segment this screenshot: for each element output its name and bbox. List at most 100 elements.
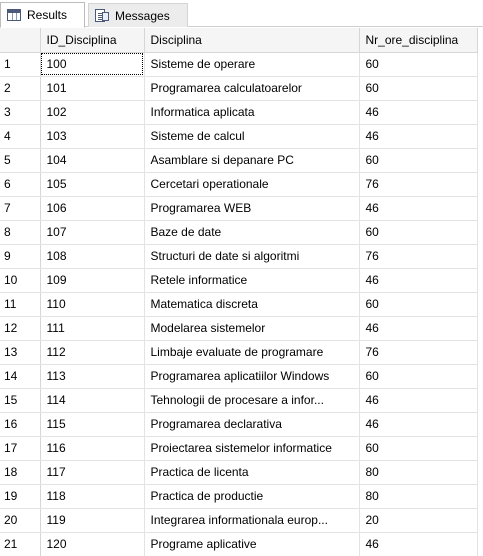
table-row[interactable]: 13 112 Limbaje evaluate de programare 76 [0,340,478,365]
table-row[interactable]: 2 101 Programarea calculatoarelor 60 [0,76,478,101]
tab-results[interactable]: Results [0,2,85,28]
table-row[interactable]: 12 111 Modelarea sistemelor 46 [0,316,478,341]
table-row[interactable]: 18 117 Practica de licenta 80 [0,460,478,485]
disciplina-cell[interactable]: Programarea aplicatiilor Windows [144,364,360,389]
id-disciplina-cell[interactable]: 120 [40,532,145,556]
disciplina-cell[interactable]: Proiectarea sistemelor informatice [144,436,360,461]
column-header-nr-ore-disciplina[interactable]: Nr_ore_disciplina [359,28,478,53]
table-row[interactable]: 16 115 Programarea declarativa 46 [0,412,478,437]
table-row[interactable]: 7 106 Programarea WEB 46 [0,196,478,221]
nr-ore-disciplina-cell[interactable]: 76 [359,172,478,197]
row-number-cell[interactable]: 2 [0,76,41,101]
id-disciplina-cell[interactable]: 103 [40,124,145,149]
table-row[interactable]: 14 113 Programarea aplicatiilor Windows 60 [0,364,478,389]
table-row[interactable]: 4 103 Sisteme de calcul 46 [0,124,478,149]
disciplina-cell[interactable]: Programe aplicative [144,532,360,556]
row-number-cell[interactable]: 14 [0,364,41,389]
nr-ore-disciplina-cell[interactable]: 76 [359,244,478,269]
table-row[interactable]: 15 114 Tehnologii de procesare a infor... 4… [0,388,478,413]
table-row[interactable]: 11 110 Matematica discreta 60 [0,292,478,317]
id-disciplina-cell[interactable]: 107 [40,220,145,245]
nr-ore-disciplina-cell[interactable]: 60 [359,76,478,101]
row-number-cell[interactable]: 18 [0,460,41,485]
nr-ore-disciplina-cell[interactable]: 76 [359,340,478,365]
disciplina-cell[interactable]: Programarea declarativa [144,412,360,437]
nr-ore-disciplina-cell[interactable]: 46 [359,196,478,221]
nr-ore-disciplina-cell[interactable]: 60 [359,52,478,77]
disciplina-cell[interactable]: Matematica discreta [144,292,360,317]
table-row[interactable]: 3 102 Informatica aplicata 46 [0,100,478,125]
corner-header-cell[interactable] [0,28,41,53]
disciplina-cell[interactable]: Integrarea informationala europ... [144,508,360,533]
row-number-cell[interactable]: 6 [0,172,41,197]
table-row[interactable]: 9 108 Structuri de date si algoritmi 76 [0,244,478,269]
nr-ore-disciplina-cell[interactable]: 60 [359,148,478,173]
disciplina-cell[interactable]: Cercetari operationale [144,172,360,197]
id-disciplina-cell[interactable]: 105 [40,172,145,197]
nr-ore-disciplina-cell[interactable]: 60 [359,220,478,245]
row-number-cell[interactable]: 5 [0,148,41,173]
nr-ore-disciplina-cell[interactable]: 80 [359,460,478,485]
results-grid[interactable]: ID_Disciplina Disciplina Nr_ore_discipli… [0,28,483,556]
disciplina-cell[interactable]: Baze de date [144,220,360,245]
id-disciplina-cell[interactable]: 102 [40,100,145,125]
id-disciplina-cell[interactable]: 110 [40,292,145,317]
table-row[interactable]: 1 100 Sisteme de operare 60 [0,52,478,77]
nr-ore-disciplina-cell[interactable]: 46 [359,532,478,556]
table-row[interactable]: 8 107 Baze de date 60 [0,220,478,245]
nr-ore-disciplina-cell[interactable]: 60 [359,436,478,461]
table-row[interactable]: 19 118 Practica de productie 80 [0,484,478,509]
nr-ore-disciplina-cell[interactable]: 60 [359,292,478,317]
id-disciplina-cell[interactable]: 112 [40,340,145,365]
row-number-cell[interactable]: 1 [0,52,41,77]
row-number-cell[interactable]: 10 [0,268,41,293]
id-disciplina-cell[interactable]: 119 [40,508,145,533]
disciplina-cell[interactable]: Sisteme de operare [144,52,360,77]
id-disciplina-cell[interactable]: 100 [40,52,145,77]
row-number-cell[interactable]: 9 [0,244,41,269]
disciplina-cell[interactable]: Asamblare si depanare PC [144,148,360,173]
row-number-cell[interactable]: 21 [0,532,41,556]
table-row[interactable]: 5 104 Asamblare si depanare PC 60 [0,148,478,173]
disciplina-cell[interactable]: Practica de productie [144,484,360,509]
row-number-cell[interactable]: 13 [0,340,41,365]
disciplina-cell[interactable]: Structuri de date si algoritmi [144,244,360,269]
column-header-disciplina[interactable]: Disciplina [144,28,360,53]
table-row[interactable]: 17 116 Proiectarea sistemelor informatice 6… [0,436,478,461]
row-number-cell[interactable]: 15 [0,388,41,413]
row-number-cell[interactable]: 3 [0,100,41,125]
id-disciplina-cell[interactable]: 101 [40,76,145,101]
table-row[interactable]: 10 109 Retele informatice 46 [0,268,478,293]
id-disciplina-cell[interactable]: 117 [40,460,145,485]
nr-ore-disciplina-cell[interactable]: 46 [359,388,478,413]
id-disciplina-cell[interactable]: 104 [40,148,145,173]
id-disciplina-cell[interactable]: 116 [40,436,145,461]
table-row[interactable]: 20 119 Integrarea informationala europ... 2… [0,508,478,533]
disciplina-cell[interactable]: Informatica aplicata [144,100,360,125]
row-number-cell[interactable]: 17 [0,436,41,461]
id-disciplina-cell[interactable]: 118 [40,484,145,509]
row-number-cell[interactable]: 20 [0,508,41,533]
nr-ore-disciplina-cell[interactable]: 46 [359,100,478,125]
id-disciplina-cell[interactable]: 115 [40,412,145,437]
row-number-cell[interactable]: 8 [0,220,41,245]
id-disciplina-cell[interactable]: 106 [40,196,145,221]
id-disciplina-cell[interactable]: 108 [40,244,145,269]
nr-ore-disciplina-cell[interactable]: 80 [359,484,478,509]
row-number-cell[interactable]: 16 [0,412,41,437]
nr-ore-disciplina-cell[interactable]: 60 [359,364,478,389]
disciplina-cell[interactable]: Programarea WEB [144,196,360,221]
id-disciplina-cell[interactable]: 113 [40,364,145,389]
row-number-cell[interactable]: 19 [0,484,41,509]
nr-ore-disciplina-cell[interactable]: 46 [359,316,478,341]
disciplina-cell[interactable]: Practica de licenta [144,460,360,485]
nr-ore-disciplina-cell[interactable]: 46 [359,412,478,437]
row-number-cell[interactable]: 7 [0,196,41,221]
row-number-cell[interactable]: 4 [0,124,41,149]
row-number-cell[interactable]: 12 [0,316,41,341]
disciplina-cell[interactable]: Sisteme de calcul [144,124,360,149]
id-disciplina-cell[interactable]: 114 [40,388,145,413]
disciplina-cell[interactable]: Programarea calculatoarelor [144,76,360,101]
id-disciplina-cell[interactable]: 109 [40,268,145,293]
disciplina-cell[interactable]: Tehnologii de procesare a infor... [144,388,360,413]
